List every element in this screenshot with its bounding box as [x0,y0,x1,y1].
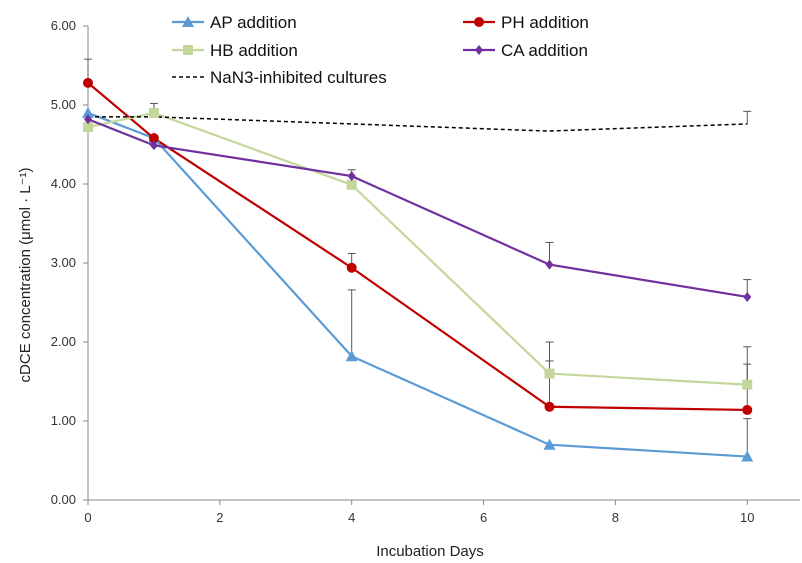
data-point-ca-addition [347,171,356,182]
data-point-ph-addition [83,77,93,88]
legend-marker-ap-addition [182,16,194,27]
series-lines [87,82,748,458]
x-axis-ticks: 0 2 4 6 8 10 [84,500,754,525]
y-tick-label: 3.00 [51,255,76,270]
data-point-ca-addition [84,114,92,125]
legend-label-ca-addition: CA addition [501,41,588,60]
data-point-hb-addition [346,179,357,190]
data-point-ap-addition [741,450,754,462]
data-point-hb-addition [742,379,753,390]
data-point-hb-addition [83,122,93,133]
data-point-hb-addition [148,107,159,118]
x-tick-label: 2 [216,510,223,525]
x-tick-label: 0 [84,510,91,525]
legend-label-hb-addition: HB addition [210,41,298,60]
data-point-ca-addition [545,259,554,270]
legend-label-ap-addition: AP addition [210,13,297,32]
error-bars [84,58,752,457]
data-point-ph-addition [346,262,357,273]
y-axis-ticks: 0.00 1.00 2.00 3.00 4.00 5.00 6.00 [51,18,88,507]
data-point-ap-addition [543,438,556,450]
data-point-ap-addition [345,350,358,362]
legend-marker-hb-addition [183,45,193,55]
x-axis-title: Incubation Days [376,543,484,560]
y-tick-label: 2.00 [51,334,76,349]
data-point-ph-addition [742,404,753,415]
data-point-hb-addition [544,368,555,379]
data-point-ph-addition [544,401,555,412]
y-tick-label: 6.00 [51,18,76,33]
series-line-ap-addition [87,111,748,458]
y-tick-label: 0.00 [51,492,76,507]
data-point-ca-addition [743,291,752,302]
legend: AP addition PH addition HB addition CA addi… [172,13,589,87]
legend-marker-ca-addition [475,45,483,55]
y-tick-label: 4.00 [51,176,76,191]
y-axis-title: cDCE concentration (μmol · L⁻¹) [17,168,34,383]
legend-label-nan3-inhibited-cultures: NaN3-inhibited cultures [210,68,387,87]
data-point-ap-addition [82,106,94,118]
series-line-nan3-inhibited-cultures [88,116,748,132]
series-line-ca-addition [87,118,748,299]
x-tick-label: 4 [348,510,355,525]
y-tick-label: 1.00 [51,413,76,428]
series-markers [82,77,754,462]
y-tick-label: 5.00 [51,97,76,112]
x-tick-label: 6 [480,510,487,525]
data-point-ca-addition [149,140,158,151]
data-point-ph-addition [148,133,159,144]
series-line-hb-addition [87,111,748,386]
legend-label-ph-addition: PH addition [501,13,589,32]
legend-marker-ph-addition [474,17,484,27]
x-tick-label: 8 [612,510,619,525]
x-tick-label: 10 [740,510,754,525]
plot-area: 0.00 1.00 2.00 3.00 4.00 5.00 6.00 0 2 4 6 8 10 [51,18,800,525]
